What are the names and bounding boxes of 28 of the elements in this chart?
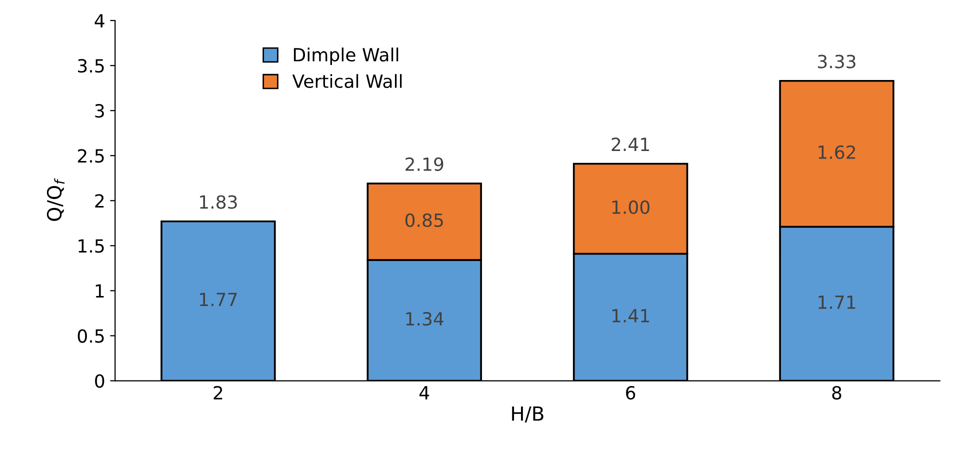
total-label: 3.33: [818, 54, 856, 68]
data-label: 1.41: [612, 309, 649, 322]
y-tick-label: 0.5: [78, 329, 104, 343]
x-tick-label: 8: [832, 386, 842, 400]
data-label: 1.00: [612, 200, 650, 214]
data-label: 0.85: [405, 213, 443, 228]
legend-label: Dimple Wall: [294, 48, 398, 66]
total-label: 2.41: [612, 138, 649, 151]
y-tick-label: 1: [96, 284, 104, 298]
y-tick-label: 3: [95, 104, 104, 118]
y-axis-title: Q/Q$_{f}$: [46, 178, 65, 221]
y-tick-label: 2.5: [78, 149, 104, 163]
total-label: 2.19: [406, 157, 444, 172]
x-axis-title: H/B: [512, 406, 544, 422]
y-tick-label: 4: [94, 14, 104, 28]
x-tick-label: 2: [214, 386, 222, 400]
annotation: 1.83: [200, 195, 237, 209]
data-label: 1.34: [406, 312, 444, 326]
data-label: 1.77: [200, 292, 237, 306]
data-label: 1.71: [818, 296, 856, 309]
y-tick-label: 0: [95, 374, 104, 388]
y-tick-label: 1.5: [78, 239, 104, 253]
x-tick-label: 6: [626, 386, 636, 400]
x-tick-label: 4: [419, 386, 430, 400]
y-tick-label: 3.5: [78, 59, 104, 73]
legend-label: Vertical Wall: [292, 74, 402, 88]
data-label: 1.62: [818, 145, 856, 160]
y-tick-label: 2: [95, 194, 104, 208]
